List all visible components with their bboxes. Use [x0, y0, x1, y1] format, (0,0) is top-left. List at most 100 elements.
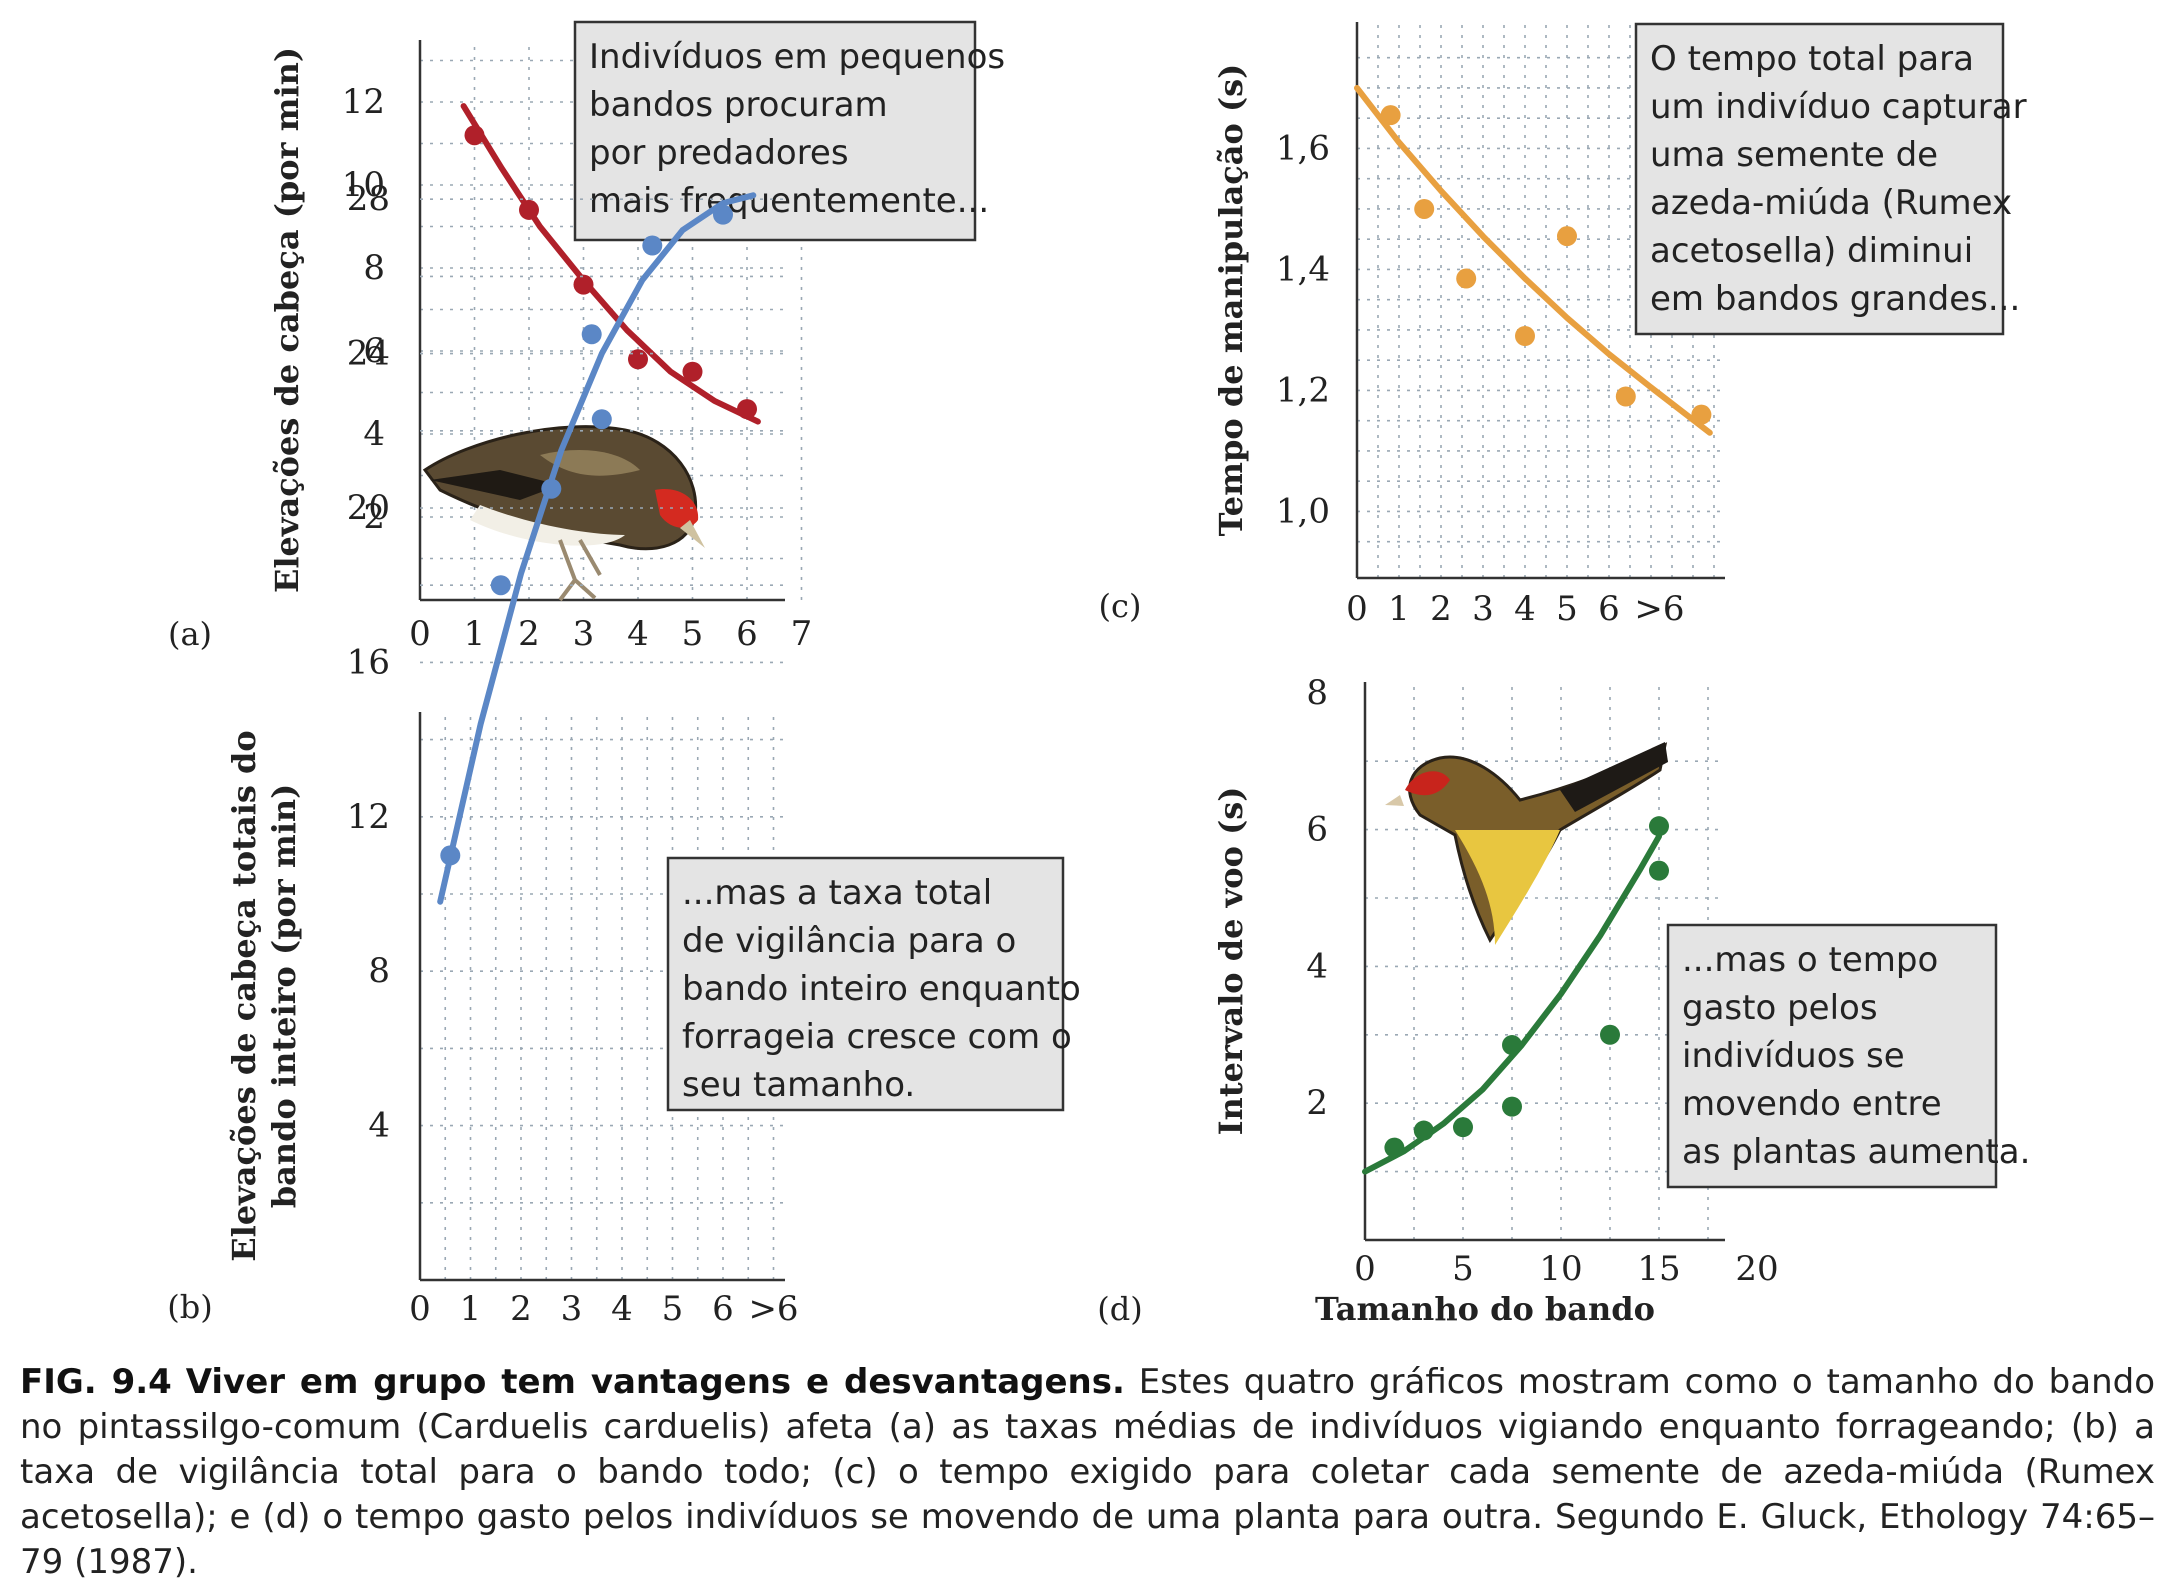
data-point — [642, 235, 663, 256]
x-tick-label: 15 — [1637, 1249, 1680, 1289]
y-tick-label: 20 — [347, 488, 390, 528]
x-tick-label: 0 — [409, 1289, 431, 1329]
annotation-line: acetosella) diminui — [1650, 231, 1973, 271]
annotation-line: por predadores — [589, 133, 849, 173]
annotation-box-frame — [666, 856, 1065, 1112]
annotation-line: ...mas o tempo — [1682, 940, 1938, 980]
data-point — [1515, 326, 1535, 346]
y-tick-label: 1,0 — [1276, 491, 1330, 531]
data-point — [541, 478, 562, 499]
x-tick-label: 6 — [1598, 589, 1620, 629]
data-point — [1414, 198, 1435, 219]
bird-wing-shape — [540, 450, 640, 476]
x-tick-label: 1 — [460, 1289, 482, 1329]
goldfinch-face-patch — [1405, 771, 1450, 796]
annotation-line: um indivíduo capturar — [1650, 87, 2027, 127]
annotation-line: indivíduos se — [1682, 1036, 1905, 1076]
data-point — [1649, 816, 1669, 837]
y-tick-label: 2 — [1306, 1083, 1328, 1123]
x-tick-label: 1 — [464, 614, 486, 654]
data-point — [1691, 404, 1712, 425]
annotation-box-frame — [1634, 22, 2005, 336]
x-tick-label: 4 — [1514, 589, 1536, 629]
x-tick-label: 3 — [1472, 589, 1494, 629]
y-tick-label: 4 — [363, 414, 385, 454]
goldfinch-tail-shape — [1560, 742, 1668, 812]
goldfinch-beak-shape — [1385, 795, 1404, 806]
x-tick-label: 5 — [682, 614, 704, 654]
y-axis-title: Tempo de manipulação (s) — [1212, 64, 1250, 537]
data-point — [573, 274, 594, 295]
data-point — [1456, 268, 1477, 289]
x-tick-label: 3 — [573, 614, 595, 654]
data-point — [713, 204, 733, 225]
y-tick-label: 10 — [342, 165, 385, 205]
data-point — [464, 125, 485, 146]
data-point — [1413, 1120, 1434, 1141]
data-point — [1502, 1096, 1522, 1117]
x-tick-label: 6 — [736, 614, 758, 654]
fit-curve-b — [437, 192, 757, 905]
x-tick-label: 1 — [1388, 589, 1410, 629]
annotation-box-frame — [573, 20, 977, 242]
fit-curve-a — [460, 103, 761, 425]
bird-illustration — [1385, 742, 1668, 945]
annotation-line: seu tamanho. — [682, 1065, 915, 1105]
y-tick-label: 6 — [363, 331, 385, 371]
x-tick-label: 5 — [662, 1289, 684, 1329]
x-tick-label: 4 — [627, 614, 649, 654]
panel-letter-c: (c) — [1099, 587, 1142, 625]
bird-tail-shape — [430, 470, 560, 500]
y-tick-label: 12 — [342, 82, 385, 122]
x-tick-label: >6 — [748, 1289, 798, 1329]
data-point — [1380, 105, 1401, 126]
y-tick-label: 8 — [1306, 673, 1328, 713]
x-tick-label: 7 — [791, 614, 813, 654]
x-tick-label: 20 — [1735, 1249, 1778, 1289]
y-axis-title: Elevações de cabeça (por min) — [268, 47, 306, 593]
gridlines-b — [420, 198, 785, 1280]
data-point — [737, 399, 757, 420]
y-tick-label: 4 — [1306, 946, 1328, 986]
annotation-box-frame — [1666, 923, 1998, 1189]
x-tick-label: >6 — [1634, 589, 1684, 629]
caption-fig-number: FIG. 9.4 — [20, 1362, 172, 1402]
x-tick-label: 2 — [510, 1289, 532, 1329]
x-tick-label: 6 — [712, 1289, 734, 1329]
annotation-line: uma semente de — [1650, 135, 1938, 175]
x-tick-label: 10 — [1539, 1249, 1582, 1289]
x-axis-title: Tamanho do bando — [1315, 1290, 1655, 1328]
data-point — [1384, 1137, 1405, 1158]
x-tick-label: 5 — [1452, 1249, 1474, 1289]
bird-face-patch — [655, 489, 699, 528]
annotation-line: O tempo total para — [1650, 39, 1974, 79]
bird-belly-shape — [470, 505, 625, 546]
fit-curve-c — [1354, 85, 1713, 436]
y-tick-label: 1,6 — [1276, 128, 1330, 168]
data-point — [1615, 386, 1636, 407]
data-point — [1600, 1024, 1620, 1045]
data-point — [628, 349, 648, 370]
data-point — [490, 575, 511, 596]
x-tick-label: 0 — [1354, 1249, 1376, 1289]
y-tick-label: 16 — [347, 642, 390, 682]
y-tick-label: 24 — [347, 334, 390, 374]
data-point — [1502, 1035, 1522, 1056]
x-tick-label: 0 — [409, 614, 431, 654]
y-tick-label: 8 — [363, 248, 385, 288]
annotation-line: azeda-miúda (Rumex — [1650, 183, 2012, 223]
annotation-box-d: ...mas o tempo gasto pelos indivíduos se mo… — [1666, 923, 2030, 1189]
caption-title: Viver em grupo tem vantagens e desvantag… — [185, 1362, 1125, 1402]
data-point — [581, 324, 602, 345]
y-axis-title: Intervalo de voo (s) — [1212, 787, 1250, 1136]
y-tick-label: 2 — [363, 497, 385, 537]
y-tick-label: 1,4 — [1276, 249, 1330, 289]
chart-panel-d: 0 5 10 15 20 2 4 6 8 Intervalo de voo (s) Tamanho … — [1097, 673, 2030, 1328]
data-point — [1557, 226, 1577, 247]
y-tick-label: 28 — [347, 179, 390, 219]
annotation-line: ...mas a taxa total — [682, 873, 992, 913]
panel-letter-d: (d) — [1097, 1290, 1142, 1328]
goldfinch-wing-bar — [1455, 830, 1560, 945]
x-tick-label: 2 — [518, 614, 540, 654]
